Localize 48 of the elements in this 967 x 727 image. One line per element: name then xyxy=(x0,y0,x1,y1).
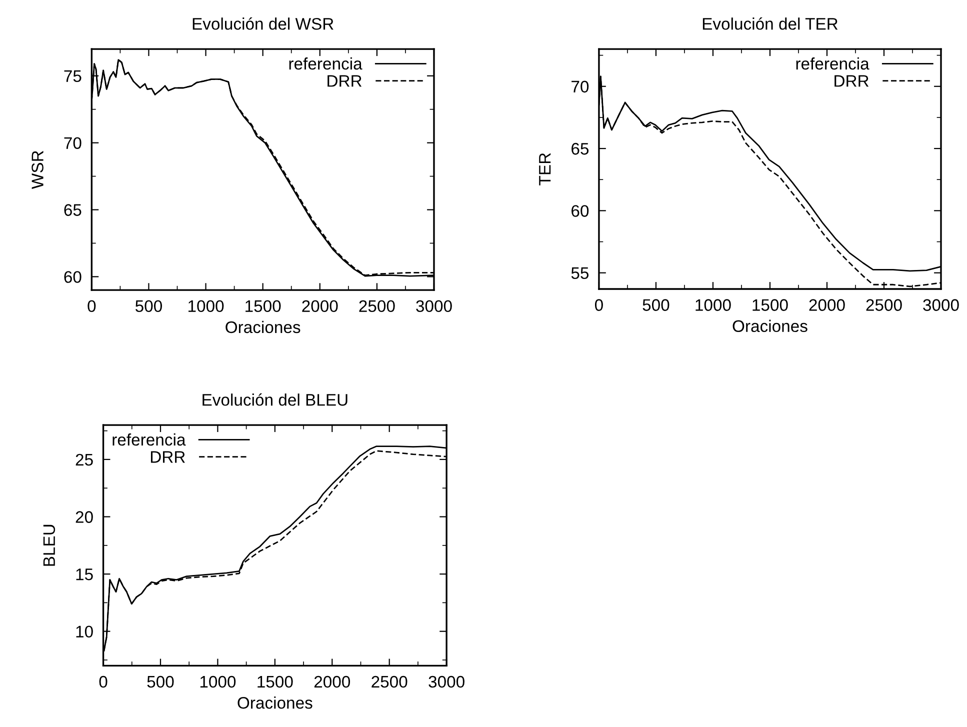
chart-title: Evolución del TER xyxy=(702,17,838,30)
legend-label: DRR xyxy=(328,75,362,87)
x-tick-label: 2000 xyxy=(809,299,845,311)
x-tick-label: 1000 xyxy=(188,300,224,312)
x-axis-title: Oraciones xyxy=(226,320,300,334)
x-tick-label: 2500 xyxy=(866,299,902,311)
x-tick-label: 3000 xyxy=(923,299,959,311)
y-axis-title: TER xyxy=(539,153,551,186)
y-tick-label: 60 xyxy=(572,205,589,217)
legend-label: referencia xyxy=(289,57,362,70)
x-tick-label: 2000 xyxy=(314,676,350,688)
x-tick-label: 3000 xyxy=(416,300,452,312)
legend-label: referencia xyxy=(796,57,870,70)
y-axis-title: BLEU xyxy=(43,524,56,566)
y-tick-label: 55 xyxy=(571,267,589,280)
chart-title: Evolución del WSR xyxy=(192,17,334,30)
x-tick-label: 0 xyxy=(99,676,108,688)
x-tick-label: 500 xyxy=(135,300,162,312)
x-tick-label: 1500 xyxy=(752,299,788,311)
y-tick-label: 75 xyxy=(64,70,82,82)
y-tick-label: 20 xyxy=(76,511,93,523)
x-tick-label: 2500 xyxy=(359,300,395,312)
x-axis-title: Oraciones xyxy=(732,320,808,332)
y-tick-label: 65 xyxy=(64,204,82,216)
x-axis-title: Oraciones xyxy=(238,696,312,709)
x-tick-label: 2500 xyxy=(372,676,408,688)
x-tick-label: 3000 xyxy=(428,676,464,688)
legend-label: DRR xyxy=(150,451,185,463)
legend-label: referencia xyxy=(112,433,186,446)
y-tick-label: 60 xyxy=(64,271,82,283)
legend-label: DRR xyxy=(834,75,869,87)
x-tick-label: 500 xyxy=(642,299,670,311)
x-tick-label: 1000 xyxy=(696,299,731,311)
x-tick-label: 1000 xyxy=(200,676,236,688)
y-axis-title: WSR xyxy=(32,150,44,189)
y-tick-label: 70 xyxy=(572,80,589,93)
y-tick-label: 70 xyxy=(64,137,82,149)
y-tick-label: 10 xyxy=(76,626,93,638)
y-tick-label: 25 xyxy=(76,454,93,466)
x-tick-label: 0 xyxy=(594,299,603,311)
x-tick-label: 2000 xyxy=(302,300,338,312)
x-tick-label: 1500 xyxy=(246,300,281,312)
x-tick-label: 1500 xyxy=(258,676,293,688)
y-tick-label: 15 xyxy=(76,568,93,580)
x-tick-label: 0 xyxy=(88,300,96,312)
x-tick-label: 500 xyxy=(147,676,174,688)
y-tick-label: 65 xyxy=(572,142,589,155)
chart-title: Evolución del BLEU xyxy=(202,393,348,406)
